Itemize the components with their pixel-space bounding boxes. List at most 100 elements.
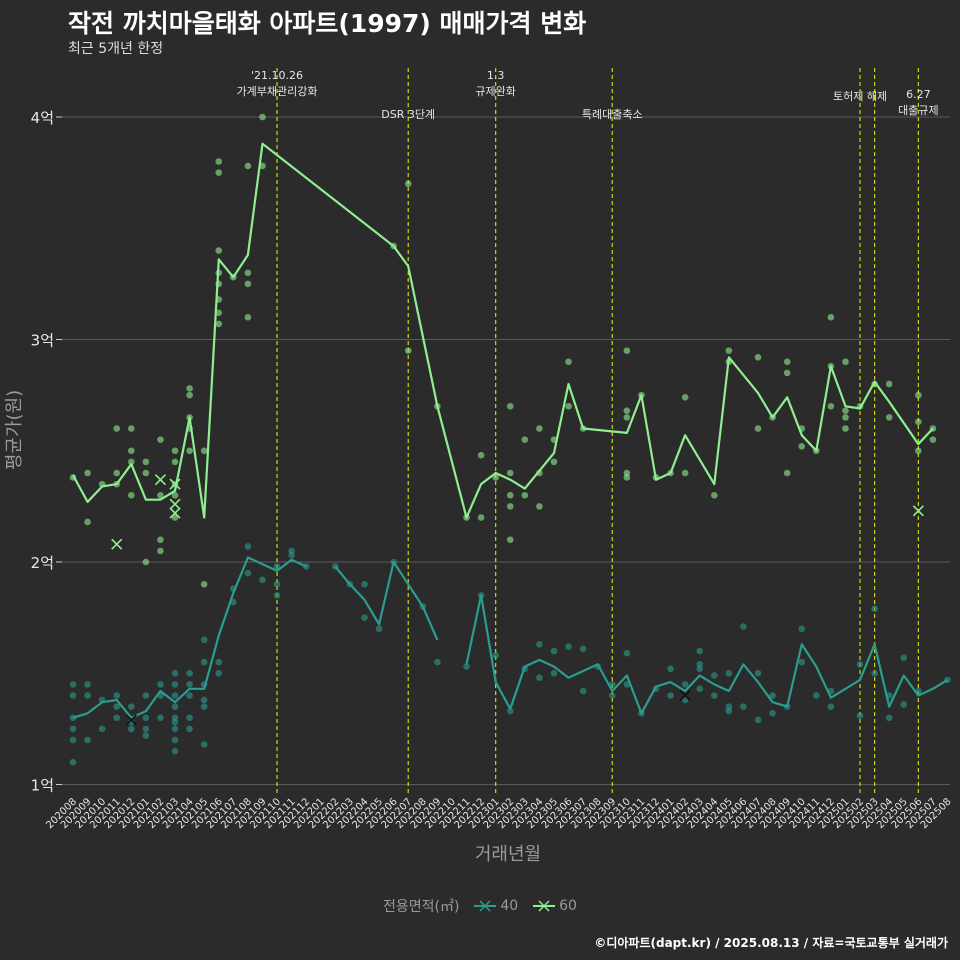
point-40	[769, 710, 776, 717]
point-40	[725, 669, 733, 677]
point-40	[696, 647, 704, 655]
event-label: 1.3	[487, 69, 505, 82]
point-60	[128, 447, 135, 455]
point-60	[215, 247, 223, 254]
point-40	[273, 592, 281, 599]
event-label: 대출규제	[898, 104, 938, 117]
point-40	[142, 714, 150, 722]
point-60	[142, 558, 150, 566]
point-40	[434, 658, 441, 666]
point-60	[215, 320, 223, 328]
point-40	[200, 658, 208, 666]
point-40	[463, 663, 470, 670]
point-40	[375, 625, 383, 633]
point-60	[200, 447, 208, 455]
point-40	[740, 703, 747, 710]
legend-label-40: 40	[500, 898, 519, 914]
point-60	[681, 394, 689, 401]
point-40	[200, 703, 208, 710]
point-40	[69, 725, 77, 733]
point-40	[885, 714, 893, 722]
point-40	[171, 703, 179, 710]
point-40	[244, 543, 252, 550]
point-60	[200, 580, 208, 588]
x-axis-title: 거래년월	[475, 844, 541, 865]
point-60	[783, 469, 791, 477]
point-40	[84, 681, 91, 688]
point-40	[696, 661, 704, 668]
point-60	[521, 491, 529, 499]
point-40	[215, 669, 223, 677]
point-40	[84, 692, 91, 699]
point-60	[244, 269, 252, 277]
point-60	[477, 451, 485, 459]
point-60	[623, 407, 631, 415]
point-40	[186, 714, 193, 722]
point-40	[536, 674, 543, 681]
point-40	[492, 652, 499, 659]
point-40	[69, 758, 77, 766]
point-40	[69, 681, 77, 688]
point-40	[142, 732, 150, 739]
point-60	[915, 418, 922, 426]
point-40	[769, 692, 776, 699]
chart-subtitle: 최근 5개년 한정	[68, 41, 164, 57]
legend-key-60	[532, 900, 555, 912]
cross-marker-60	[154, 474, 167, 486]
grid-layer	[62, 116, 950, 785]
event-label: 6.27	[906, 88, 931, 101]
legend-key-40	[473, 900, 496, 912]
point-60	[215, 169, 223, 176]
point-40	[696, 685, 704, 693]
point-60	[84, 469, 91, 477]
point-40	[506, 707, 514, 715]
point-40	[579, 687, 587, 695]
point-40	[142, 725, 150, 733]
point-40	[798, 625, 806, 633]
point-60	[565, 358, 572, 366]
point-40	[171, 736, 179, 744]
point-60	[113, 469, 121, 477]
point-60	[842, 425, 849, 432]
point-60	[244, 313, 252, 321]
point-60	[142, 458, 150, 466]
point-40	[681, 681, 689, 688]
point-60	[929, 436, 937, 443]
point-60	[477, 514, 485, 521]
point-40	[200, 636, 208, 644]
point-60	[244, 162, 252, 170]
point-40	[711, 672, 718, 679]
point-60	[404, 180, 412, 188]
point-60	[827, 402, 835, 410]
point-60	[711, 491, 718, 499]
point-60	[885, 414, 893, 421]
point-40	[200, 741, 208, 748]
point-60	[506, 491, 514, 499]
point-60	[113, 425, 121, 432]
point-60	[536, 503, 543, 510]
point-60	[186, 385, 193, 392]
point-60	[259, 113, 266, 121]
event-label: DSR 3단계	[381, 108, 435, 121]
point-60	[157, 536, 164, 544]
cross-marker-60	[169, 478, 181, 490]
y-axis-title: 평균가(원)	[4, 390, 25, 470]
point-60	[186, 391, 193, 399]
point-40	[550, 647, 558, 655]
legend-label-60: 60	[559, 898, 577, 914]
point-40	[128, 725, 135, 733]
cross-marker-40	[125, 714, 137, 726]
point-40	[288, 547, 295, 555]
legend: 전용면적(㎡) 40 60	[0, 896, 960, 916]
cross-layer	[111, 474, 924, 726]
point-60	[754, 425, 762, 432]
chart-title: 작전 까치마을태화 아파트(1997) 매매가격 변화	[68, 9, 587, 38]
point-60	[171, 458, 179, 466]
point-40	[361, 614, 368, 621]
cross-marker-40	[679, 689, 691, 702]
cross-marker-60	[111, 538, 123, 550]
point-60	[842, 407, 849, 415]
point-40	[900, 654, 908, 661]
point-60	[506, 402, 514, 410]
event-label: 가계부채관리강화	[237, 85, 318, 98]
